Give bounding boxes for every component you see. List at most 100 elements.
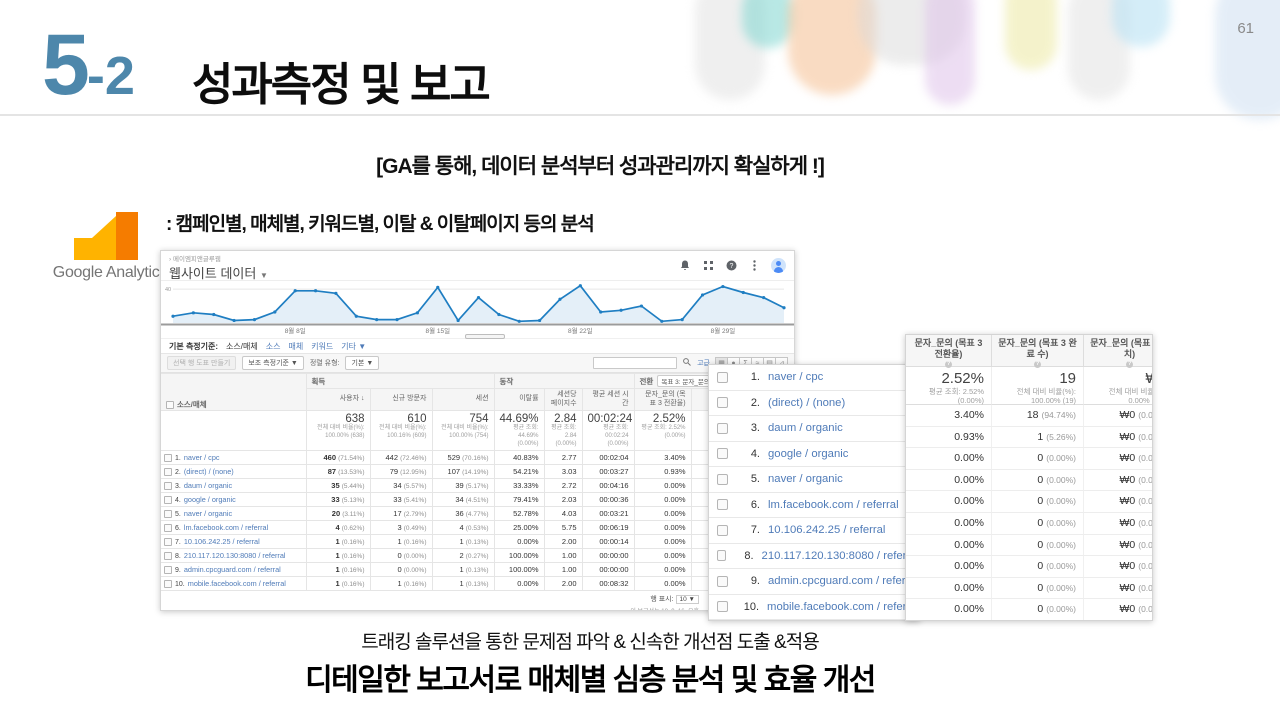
search-input[interactable]	[593, 357, 678, 369]
row-checkbox[interactable]	[164, 482, 172, 491]
column-header-1[interactable]: 신규 방문자	[370, 388, 433, 411]
source-cell: 4. google / organic	[161, 492, 307, 508]
row-checkbox[interactable]	[164, 454, 172, 463]
source-link[interactable]: naver / organic	[768, 473, 843, 486]
goal-value-amount: ₩0	[1119, 516, 1136, 529]
apps-grid-icon[interactable]	[702, 260, 714, 272]
row-checkbox[interactable]	[717, 499, 728, 511]
metric-percent: (14.19%)	[462, 469, 489, 477]
chart-range-slider[interactable]	[464, 334, 505, 339]
goal-column-header-0[interactable]: 문자_문의 (목표 3 전환율)?	[906, 335, 992, 368]
plot-rows-button[interactable]: 선택 행 도표 만들기	[167, 356, 237, 370]
row-checkbox[interactable]	[717, 575, 728, 587]
row-checkbox[interactable]	[164, 552, 172, 561]
row-checkbox[interactable]	[717, 524, 728, 536]
metric-value: 54.21%	[513, 467, 539, 477]
source-link[interactable]: admin.cpcguard.com / referral	[183, 565, 281, 575]
column-header-3[interactable]: 이탈률	[494, 388, 545, 411]
help-icon[interactable]: ?	[1034, 360, 1041, 368]
metric-value: 1	[335, 551, 340, 561]
row-rank: 4.	[750, 447, 760, 460]
source-link[interactable]: mobile.facebook.com / referral	[767, 600, 919, 613]
row-checkbox[interactable]	[164, 510, 172, 519]
rows-per-page-select[interactable]: 10 ▼	[675, 595, 699, 605]
total-sub: 전체 대비 비율(%): 100.00% (754)	[441, 425, 489, 439]
help-icon[interactable]: ?	[1126, 360, 1133, 368]
source-link[interactable]: naver / cpc	[183, 453, 220, 463]
metric-value: 87	[327, 467, 337, 477]
avatar[interactable]	[771, 258, 786, 273]
goal-column-header-1[interactable]: 문자_문의 (목표 3 완료 수)?	[992, 335, 1084, 368]
source-link[interactable]: naver / organic	[183, 509, 233, 519]
metric-value: 0	[397, 551, 402, 561]
source-link[interactable]: (direct) / (none)	[768, 396, 846, 409]
goal-column-header-2[interactable]: 문자_문의 (목표 3 가치)?	[1084, 335, 1152, 368]
help-icon[interactable]: ?	[945, 360, 952, 368]
row-rank: 3.	[750, 422, 760, 435]
source-link[interactable]: (direct) / (none)	[183, 467, 234, 477]
row-rank: 8.	[744, 549, 754, 562]
source-link[interactable]: 210.117.120.130:8080 / referral	[761, 549, 919, 562]
tab-source[interactable]: 소스	[265, 341, 281, 351]
source-link[interactable]: google / organic	[768, 447, 849, 460]
bell-icon[interactable]	[679, 260, 691, 272]
tab-keyword[interactable]: 키워드	[311, 341, 334, 351]
row-checkbox[interactable]	[164, 468, 172, 477]
row-checkbox[interactable]	[717, 397, 728, 409]
ga-view-title-dropdown[interactable]: 웹사이트 데이터 ▼	[169, 266, 268, 281]
column-header-source-medium[interactable]: 소스/매체	[161, 373, 307, 411]
row-checkbox[interactable]	[717, 422, 728, 434]
metric-value: 0.00%	[664, 495, 686, 505]
source-link[interactable]: lm.facebook.com / referral	[183, 523, 269, 533]
goal-total-value: 19	[1059, 370, 1076, 387]
row-checkbox[interactable]	[717, 601, 728, 613]
column-header-2[interactable]: 세션	[432, 388, 495, 411]
sort-type-button[interactable]: 기본 ▼	[345, 356, 380, 370]
source-link[interactable]: naver / cpc	[768, 371, 824, 384]
tab-medium[interactable]: 매체	[288, 341, 304, 351]
row-rank: 1.	[750, 371, 760, 384]
help-icon[interactable]: ?	[725, 260, 737, 272]
rows-shown-label: 행 표시:	[650, 596, 674, 604]
search-icon[interactable]	[683, 358, 691, 368]
ga-header: › 메이엠피앤글루웹 웹사이트 데이터 ▼ ?	[161, 251, 794, 281]
source-link[interactable]: daum / organic	[183, 481, 233, 491]
goal-rate-cell: 0.00%	[906, 577, 992, 600]
row-checkbox[interactable]	[717, 550, 726, 562]
row-checkbox[interactable]	[164, 524, 172, 533]
column-header-6[interactable]: 문자_문의 (목표 3 전환율)	[634, 388, 692, 411]
row-checkbox[interactable]	[164, 538, 172, 547]
metric-percent: (0.49%)	[403, 525, 427, 533]
row-checkbox[interactable]	[717, 448, 728, 460]
select-all-checkbox[interactable]	[166, 401, 174, 410]
column-header-5[interactable]: 평균 세션 시간	[582, 388, 635, 411]
source-link[interactable]: 10.106.242.25 / referral	[768, 524, 886, 537]
source-cell: 1. naver / cpc	[161, 450, 307, 466]
row-checkbox[interactable]	[164, 496, 172, 505]
more-vertical-icon[interactable]	[748, 260, 760, 272]
metric-cell: 2.03	[544, 492, 583, 508]
source-link[interactable]: lm.facebook.com / referral	[768, 498, 899, 511]
metric-value: 00:08:32	[599, 579, 629, 589]
source-link[interactable]: mobile.facebook.com / referral	[187, 579, 286, 589]
row-checkbox[interactable]	[164, 566, 172, 575]
row-checkbox[interactable]	[164, 580, 172, 589]
advanced-search-link[interactable]: 고급	[697, 360, 710, 367]
secondary-dimension-button[interactable]: 보조 측정기준 ▼	[242, 356, 304, 370]
metric-value: 00:06:19	[599, 523, 629, 533]
source-link[interactable]: 210.117.120.130:8080 / referral	[183, 551, 286, 561]
source-link[interactable]: daum / organic	[768, 422, 843, 435]
total-value: 610	[407, 413, 427, 425]
column-header-4[interactable]: 세션당 페이지수	[544, 388, 583, 411]
row-checkbox[interactable]	[717, 371, 728, 383]
goal-value-cell: ₩0(0.00%)	[1084, 535, 1152, 557]
source-link[interactable]: admin.cpcguard.com / referral	[768, 575, 919, 588]
row-checkbox[interactable]	[717, 473, 728, 485]
tab-source-medium[interactable]: 소스/매체	[226, 341, 258, 351]
column-header-0[interactable]: 사용자 ↓	[306, 388, 371, 411]
table-row: 9. admin.cpcguard.com / referral 1 (0.16%)…	[161, 562, 794, 578]
tab-other[interactable]: 기타 ▼	[341, 341, 367, 351]
source-link[interactable]: google / organic	[183, 495, 236, 505]
source-link[interactable]: 10.106.242.25 / referral	[183, 537, 260, 547]
goal-value-amount: ₩0	[1119, 452, 1136, 465]
